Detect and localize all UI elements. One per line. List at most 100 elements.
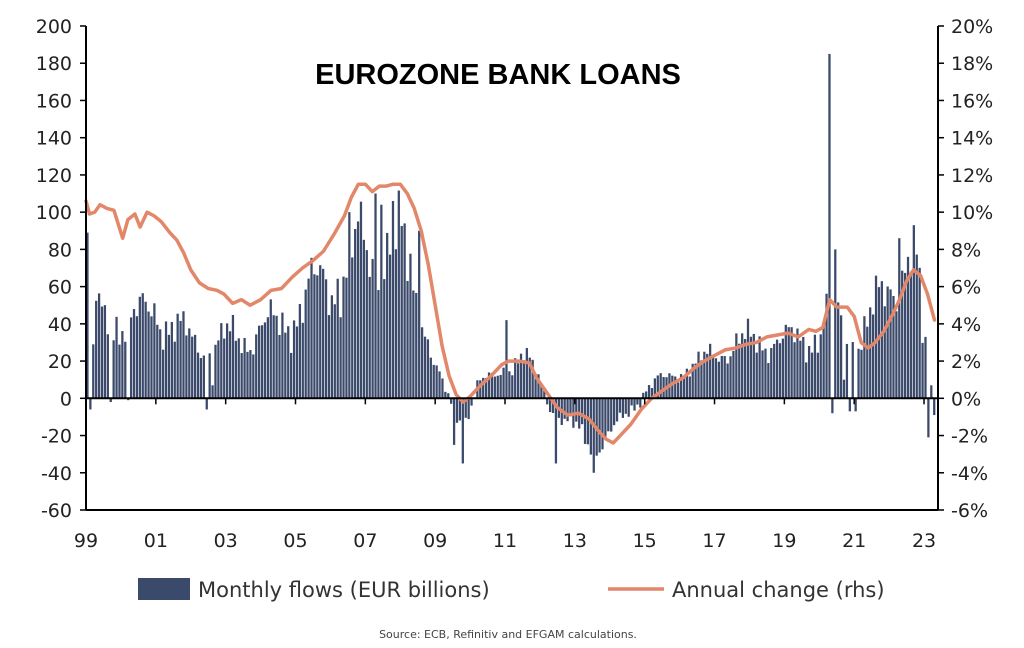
x-tick-label: 09 [423,530,447,552]
monthly-flow-bar [866,326,869,399]
monthly-flow-bar [516,363,520,399]
monthly-flow-bar [621,398,624,418]
right-tick-label: 0% [951,388,981,410]
monthly-flow-bar [813,334,817,399]
monthly-flow-bar [720,355,723,399]
monthly-flow-bar [630,398,633,406]
monthly-flow-bar [618,398,622,413]
monthly-flow-bar [150,316,153,399]
monthly-flow-bar [316,275,319,399]
monthly-flow-bar [886,286,889,399]
monthly-flow-bar [874,275,878,399]
monthly-flow-bar [924,336,927,399]
monthly-flow-bar [645,391,648,399]
monthly-flow-bar [455,398,459,423]
monthly-flow-bar [356,221,360,399]
monthly-flow-bar [726,363,729,399]
monthly-flow-bar [319,265,322,399]
monthly-flow-bar [208,353,211,399]
monthly-flow-bar [802,336,805,399]
monthly-flow-bar [551,398,555,413]
monthly-flow-bar [752,333,755,399]
monthly-flow-bar [252,354,255,399]
left-tick-label: 60 [48,277,72,299]
x-tick-label: 01 [144,530,168,552]
legend: Monthly flows (EUR billions) Annual chan… [138,578,885,602]
monthly-flow-bar [921,342,924,399]
monthly-flow-bar [927,398,930,438]
left-tick-label: 120 [36,165,72,187]
monthly-flow-bar [121,331,124,399]
x-tick-label: 11 [493,530,517,552]
monthly-flow-bar [889,289,892,399]
monthly-flow-bar [106,334,109,399]
monthly-flow-bar [642,392,645,399]
monthly-flow-bar [380,204,383,399]
monthly-flow-bar [464,398,467,418]
monthly-flow-bar [409,253,412,399]
monthly-flow-bar [647,385,651,399]
monthly-flow-bar [767,363,770,399]
monthly-flow-bar [659,373,662,399]
monthly-flow-bar [255,334,258,399]
monthly-flow-bar [269,299,272,399]
monthly-flow-bar [773,343,776,399]
monthly-flow-bar [365,250,368,399]
monthly-flow-bar [423,336,427,399]
monthly-flow-bar [706,353,709,399]
monthly-flow-bar [228,331,232,399]
monthly-flow-bar [682,375,686,399]
monthly-flow-bar [743,339,747,399]
monthly-flow-bar [458,398,462,421]
monthly-flow-bar [263,322,267,399]
monthly-flow-bar [674,376,677,399]
monthly-flow-bar [330,295,334,399]
monthly-flow-bar [418,230,421,399]
monthly-flow-bar [185,335,188,399]
monthly-flow-bar [522,360,526,399]
monthly-flow-bar [249,350,252,399]
monthly-flow-bar [563,398,566,419]
monthly-flow-bar [100,306,104,399]
monthly-flow-bar [810,352,814,399]
monthly-flow-bar [711,355,715,399]
monthly-flow-bar [519,353,523,399]
right-tick-label: -4% [951,463,988,485]
monthly-flow-bar [415,292,418,399]
monthly-flow-bar [851,342,854,399]
monthly-flow-bar [807,345,811,399]
monthly-flow-bar [89,398,92,410]
monthly-flow-bar [796,328,799,399]
monthly-flow-bar [586,398,590,445]
monthly-flow-bar [176,313,179,399]
monthly-flow-bar [580,398,584,425]
right-tick-label: 8% [951,239,981,261]
monthly-flow-bar [400,225,403,399]
monthly-flow-bar [272,315,275,399]
monthly-flow-bar [784,324,787,399]
monthly-flow-bar [345,277,348,399]
monthly-flow-bar [327,315,331,399]
tick-labels: 200180160140120100806040200-20-40-6020%1… [36,16,994,552]
monthly-flow-bar [883,306,886,399]
monthly-flow-bar [735,333,738,399]
monthly-flow-bar [287,326,290,399]
right-tick-label: 12% [951,165,993,187]
monthly-flow-bar [537,374,540,399]
monthly-flow-bar [196,352,200,399]
monthly-flow-bar [97,293,101,399]
monthly-flow-bar [307,278,310,399]
monthly-flow-bar [290,352,293,399]
monthly-flow-bar [828,53,831,399]
monthly-flow-bar [714,358,718,399]
monthly-flow-bar [677,382,680,399]
left-tick-label: 140 [36,128,72,150]
monthly-flow-bar [790,327,793,399]
monthly-flow-bar [525,348,528,399]
monthly-flow-bar [860,349,863,399]
monthly-flow-bar [583,398,587,444]
monthly-flow-bar [348,212,351,399]
monthly-flow-bar [816,352,819,399]
monthly-flow-bar [534,373,537,399]
monthly-flow-bar [371,259,374,399]
